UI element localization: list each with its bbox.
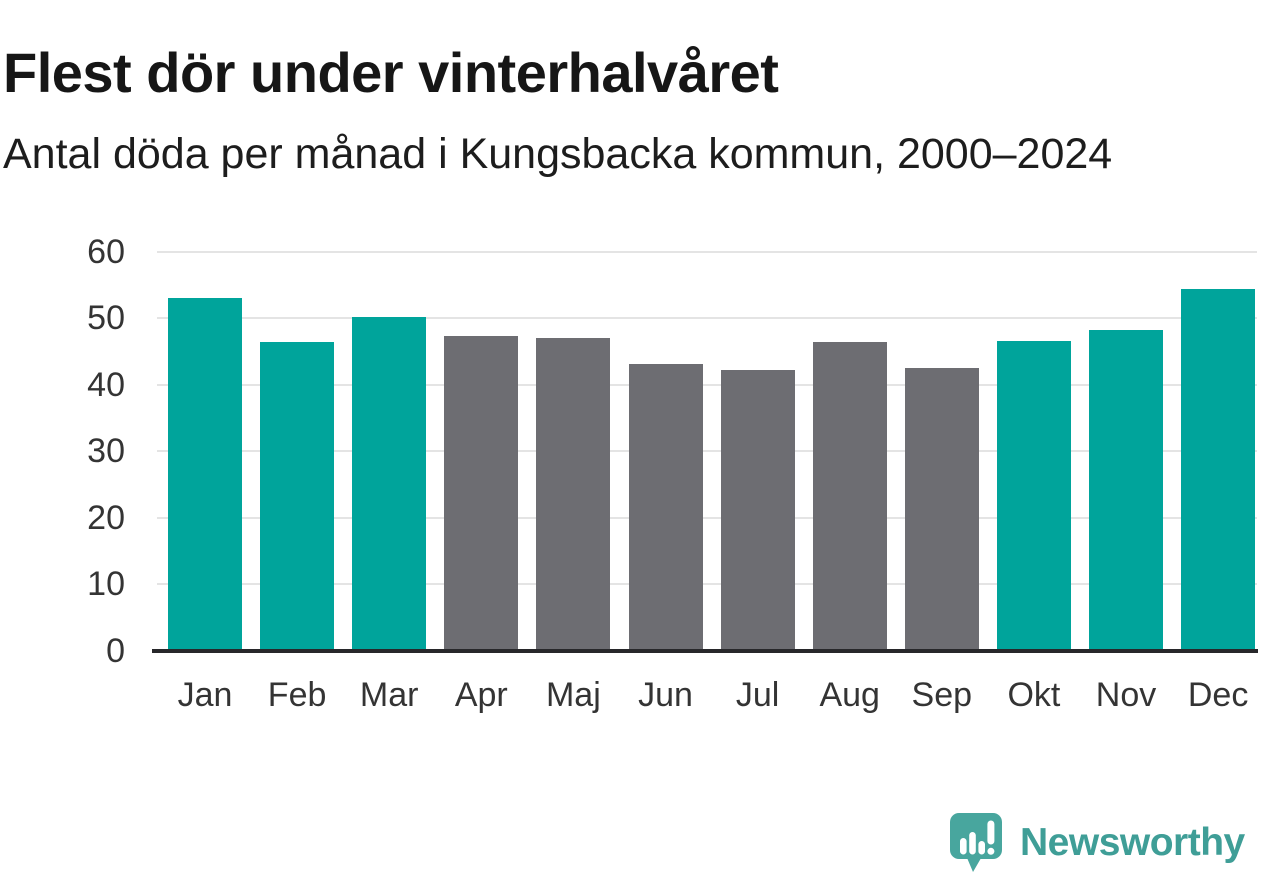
gridline-y-40 [157,383,1257,386]
y-axis-tick-label-50: 50 [87,299,125,338]
bar-dec [1181,288,1256,651]
x-axis-label-jun: Jun [638,676,693,714]
x-axis-label-jan: Jan [177,676,233,714]
newsworthy-logo-icon [950,813,1002,872]
y-axis-tick-label-0: 0 [106,631,125,670]
chart-title: Flest dör under vinterhalvåret [3,40,779,104]
bar-chart: 0 10 20 30 40 50 60 Jan Feb Mar Apr Maj Jun Jul Aug Sep… [40,16,1262,879]
x-axis-label-nov: Nov [1095,676,1157,714]
gridline-y-20 [157,516,1257,519]
x-axis-label-dec: Dec [1187,676,1249,714]
newsworthy-branding: Newsworthy [948,812,1245,874]
bar-chart-glyph [960,820,995,855]
x-axis-label-mar: Mar [359,676,419,714]
x-axis-label-feb: Feb [267,676,327,714]
bar-jan [168,297,242,651]
bar-feb [260,342,335,651]
x-axis-label-sep: Sep [911,676,973,714]
bar-sep [904,367,979,651]
bar-mar [352,317,427,651]
gridline-y-60 [157,251,1257,253]
speech-bubble-shape [950,813,1002,872]
gridline-y-30 [157,450,1257,453]
x-axis-label-jul: Jul [735,676,780,714]
x-axis-label-aug: Aug [819,676,880,714]
y-axis-tick-label-20: 20 [87,498,125,537]
bar-maj [536,337,611,651]
x-axis-line [152,649,1258,653]
bar-okt [996,340,1071,651]
x-axis-label-apr: Apr [454,676,508,714]
chart-subtitle: Antal döda per månad i Kungsbacka kommun… [3,130,1113,178]
x-axis-label-okt: Okt [1007,676,1061,714]
bar-jun [628,363,703,651]
y-axis-tick-label-10: 10 [87,565,125,604]
x-axis-label-maj: Maj [545,676,601,714]
y-axis-tick-label-30: 30 [87,432,125,471]
bar-aug [812,342,887,651]
y-axis-tick-label-40: 40 [87,365,125,404]
bar-nov [1089,330,1163,651]
newsworthy-logo-text: Newsworthy [1020,821,1245,864]
gridline-y-10 [157,583,1257,586]
y-axis-tick-label-60: 60 [87,233,125,271]
gridline-y-50 [157,317,1257,320]
bar-apr [444,335,519,651]
bar-jul [720,369,795,651]
